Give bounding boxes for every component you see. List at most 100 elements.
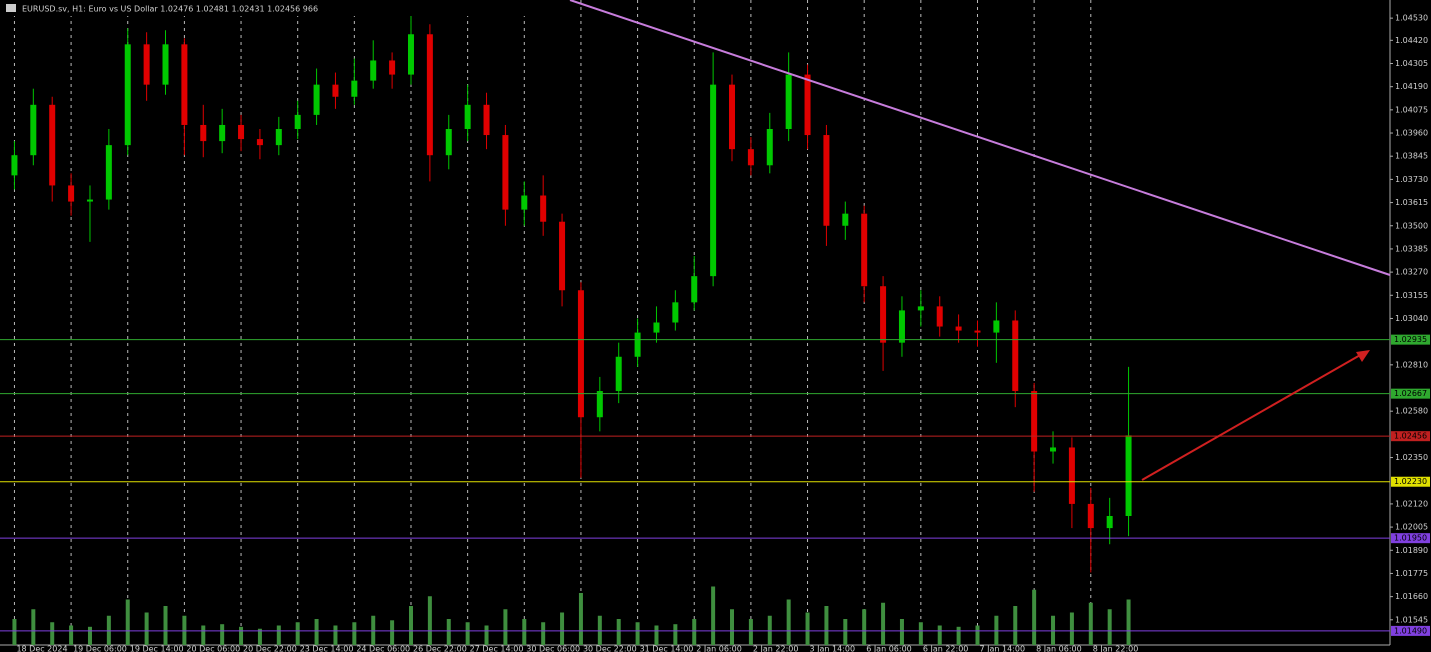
candle-body: [313, 84, 320, 115]
y-tick-label: 1.02350: [1395, 453, 1428, 462]
candle-body: [124, 44, 131, 146]
price-level-tag: [1391, 476, 1430, 487]
candle-body: [577, 290, 584, 418]
candle-body: [256, 139, 263, 146]
volume-bar: [711, 586, 716, 645]
volume-bar: [446, 619, 451, 645]
volume-bar: [314, 619, 319, 645]
volume-bar: [371, 615, 376, 645]
volume-bar: [937, 625, 942, 645]
volume-bar: [106, 615, 111, 645]
volume-bar: [163, 606, 168, 645]
x-tick-label: 26 Dec 22:00: [413, 645, 467, 652]
price-level-tag: [1391, 533, 1430, 544]
volume-bar: [125, 599, 130, 645]
price-level-label: 1.01950: [1394, 534, 1427, 543]
volume-bar: [616, 619, 621, 645]
candle-body: [143, 44, 150, 85]
y-tick-label: 1.03270: [1395, 268, 1428, 277]
candle-body: [785, 74, 792, 129]
candle-body: [917, 306, 924, 311]
y-tick-label: 1.02120: [1395, 499, 1428, 508]
y-tick-label: 1.03155: [1395, 291, 1428, 300]
trend-line: [569, 0, 1391, 276]
candle-body: [521, 195, 528, 210]
volume-bar: [182, 615, 187, 645]
candle-body: [389, 60, 396, 75]
candle-body: [1012, 320, 1019, 392]
volume-bar: [654, 625, 659, 645]
x-tick-label: 6 Jan 22:00: [923, 645, 969, 652]
candle-body: [445, 129, 452, 156]
volume-bar: [786, 599, 791, 645]
x-tick-label: 19 Dec 06:00: [73, 645, 127, 652]
y-tick-label: 1.01775: [1395, 569, 1428, 578]
x-tick-label: 6 Jan 06:00: [866, 645, 912, 652]
candle-body: [766, 129, 773, 166]
arrow: [1141, 353, 1363, 481]
candle-body: [332, 84, 339, 97]
candle-body: [407, 34, 414, 75]
arrow-head: [1356, 350, 1370, 362]
volume-bar: [12, 619, 17, 645]
candle-body: [710, 84, 717, 277]
volume-bar: [1126, 599, 1131, 645]
y-tick-label: 1.03615: [1395, 198, 1428, 207]
price-level-label: 1.02667: [1394, 389, 1427, 398]
volume-bar: [1069, 612, 1074, 645]
candle-body: [370, 60, 377, 81]
y-tick-label: 1.04420: [1395, 36, 1428, 45]
volume-bar: [843, 619, 848, 645]
candle-body: [200, 124, 207, 142]
volume-bar: [201, 625, 206, 645]
x-tick-label: 8 Jan 06:00: [1036, 645, 1082, 652]
candle-body: [219, 124, 226, 142]
x-tick-label: 20 Dec 06:00: [186, 645, 240, 652]
volume-bar: [1013, 606, 1018, 645]
y-tick-label: 1.02005: [1395, 523, 1428, 532]
y-tick-label: 1.03500: [1395, 221, 1428, 230]
candle-body: [238, 124, 245, 140]
x-tick-label: 18 Dec 2024: [16, 645, 67, 652]
candle-body: [105, 145, 112, 200]
header: EURUSD.sv, H1: Euro vs US Dollar 1.02476…: [22, 5, 318, 14]
x-tick-label: 20 Dec 22:00: [243, 645, 297, 652]
volume-bar: [352, 622, 357, 645]
x-tick-label: 27 Dec 14:00: [470, 645, 524, 652]
candle-body: [842, 213, 849, 226]
candle-body: [861, 213, 868, 287]
candle-body: [30, 104, 37, 156]
volume-bar: [899, 619, 904, 645]
price-level-tag: [1391, 334, 1430, 345]
candle-body: [1050, 447, 1057, 452]
candle-body: [86, 199, 93, 202]
y-tick-label: 1.02810: [1395, 360, 1428, 369]
candle-body: [426, 34, 433, 156]
candle-body: [11, 155, 18, 176]
y-tick-label: 1.04190: [1395, 82, 1428, 91]
candle-body: [162, 44, 169, 85]
volume-bar: [220, 624, 225, 645]
volume-bar: [484, 625, 489, 645]
volume-bar: [862, 609, 867, 645]
volume-bar: [748, 619, 753, 645]
candle-body: [1068, 447, 1075, 504]
volume-bar: [767, 615, 772, 645]
x-tick-label: 8 Jan 22:00: [1093, 645, 1139, 652]
y-tick-label: 1.03845: [1395, 152, 1428, 161]
candle-body: [351, 80, 358, 97]
candle-body: [483, 104, 490, 136]
price-level-label: 1.02935: [1394, 335, 1427, 344]
y-tick-label: 1.03960: [1395, 129, 1428, 138]
volume-bar: [578, 593, 583, 645]
candle-body: [974, 330, 981, 333]
volume-bar: [881, 602, 886, 645]
candle-body: [1087, 503, 1094, 529]
candle-body: [955, 326, 962, 331]
volume-bar: [1032, 589, 1037, 645]
volume-bar: [503, 609, 508, 645]
chart-icon: [6, 4, 16, 12]
y-tick-label: 1.01660: [1395, 592, 1428, 601]
volume-bar: [50, 622, 55, 645]
y-tick-label: 1.01545: [1395, 615, 1428, 624]
